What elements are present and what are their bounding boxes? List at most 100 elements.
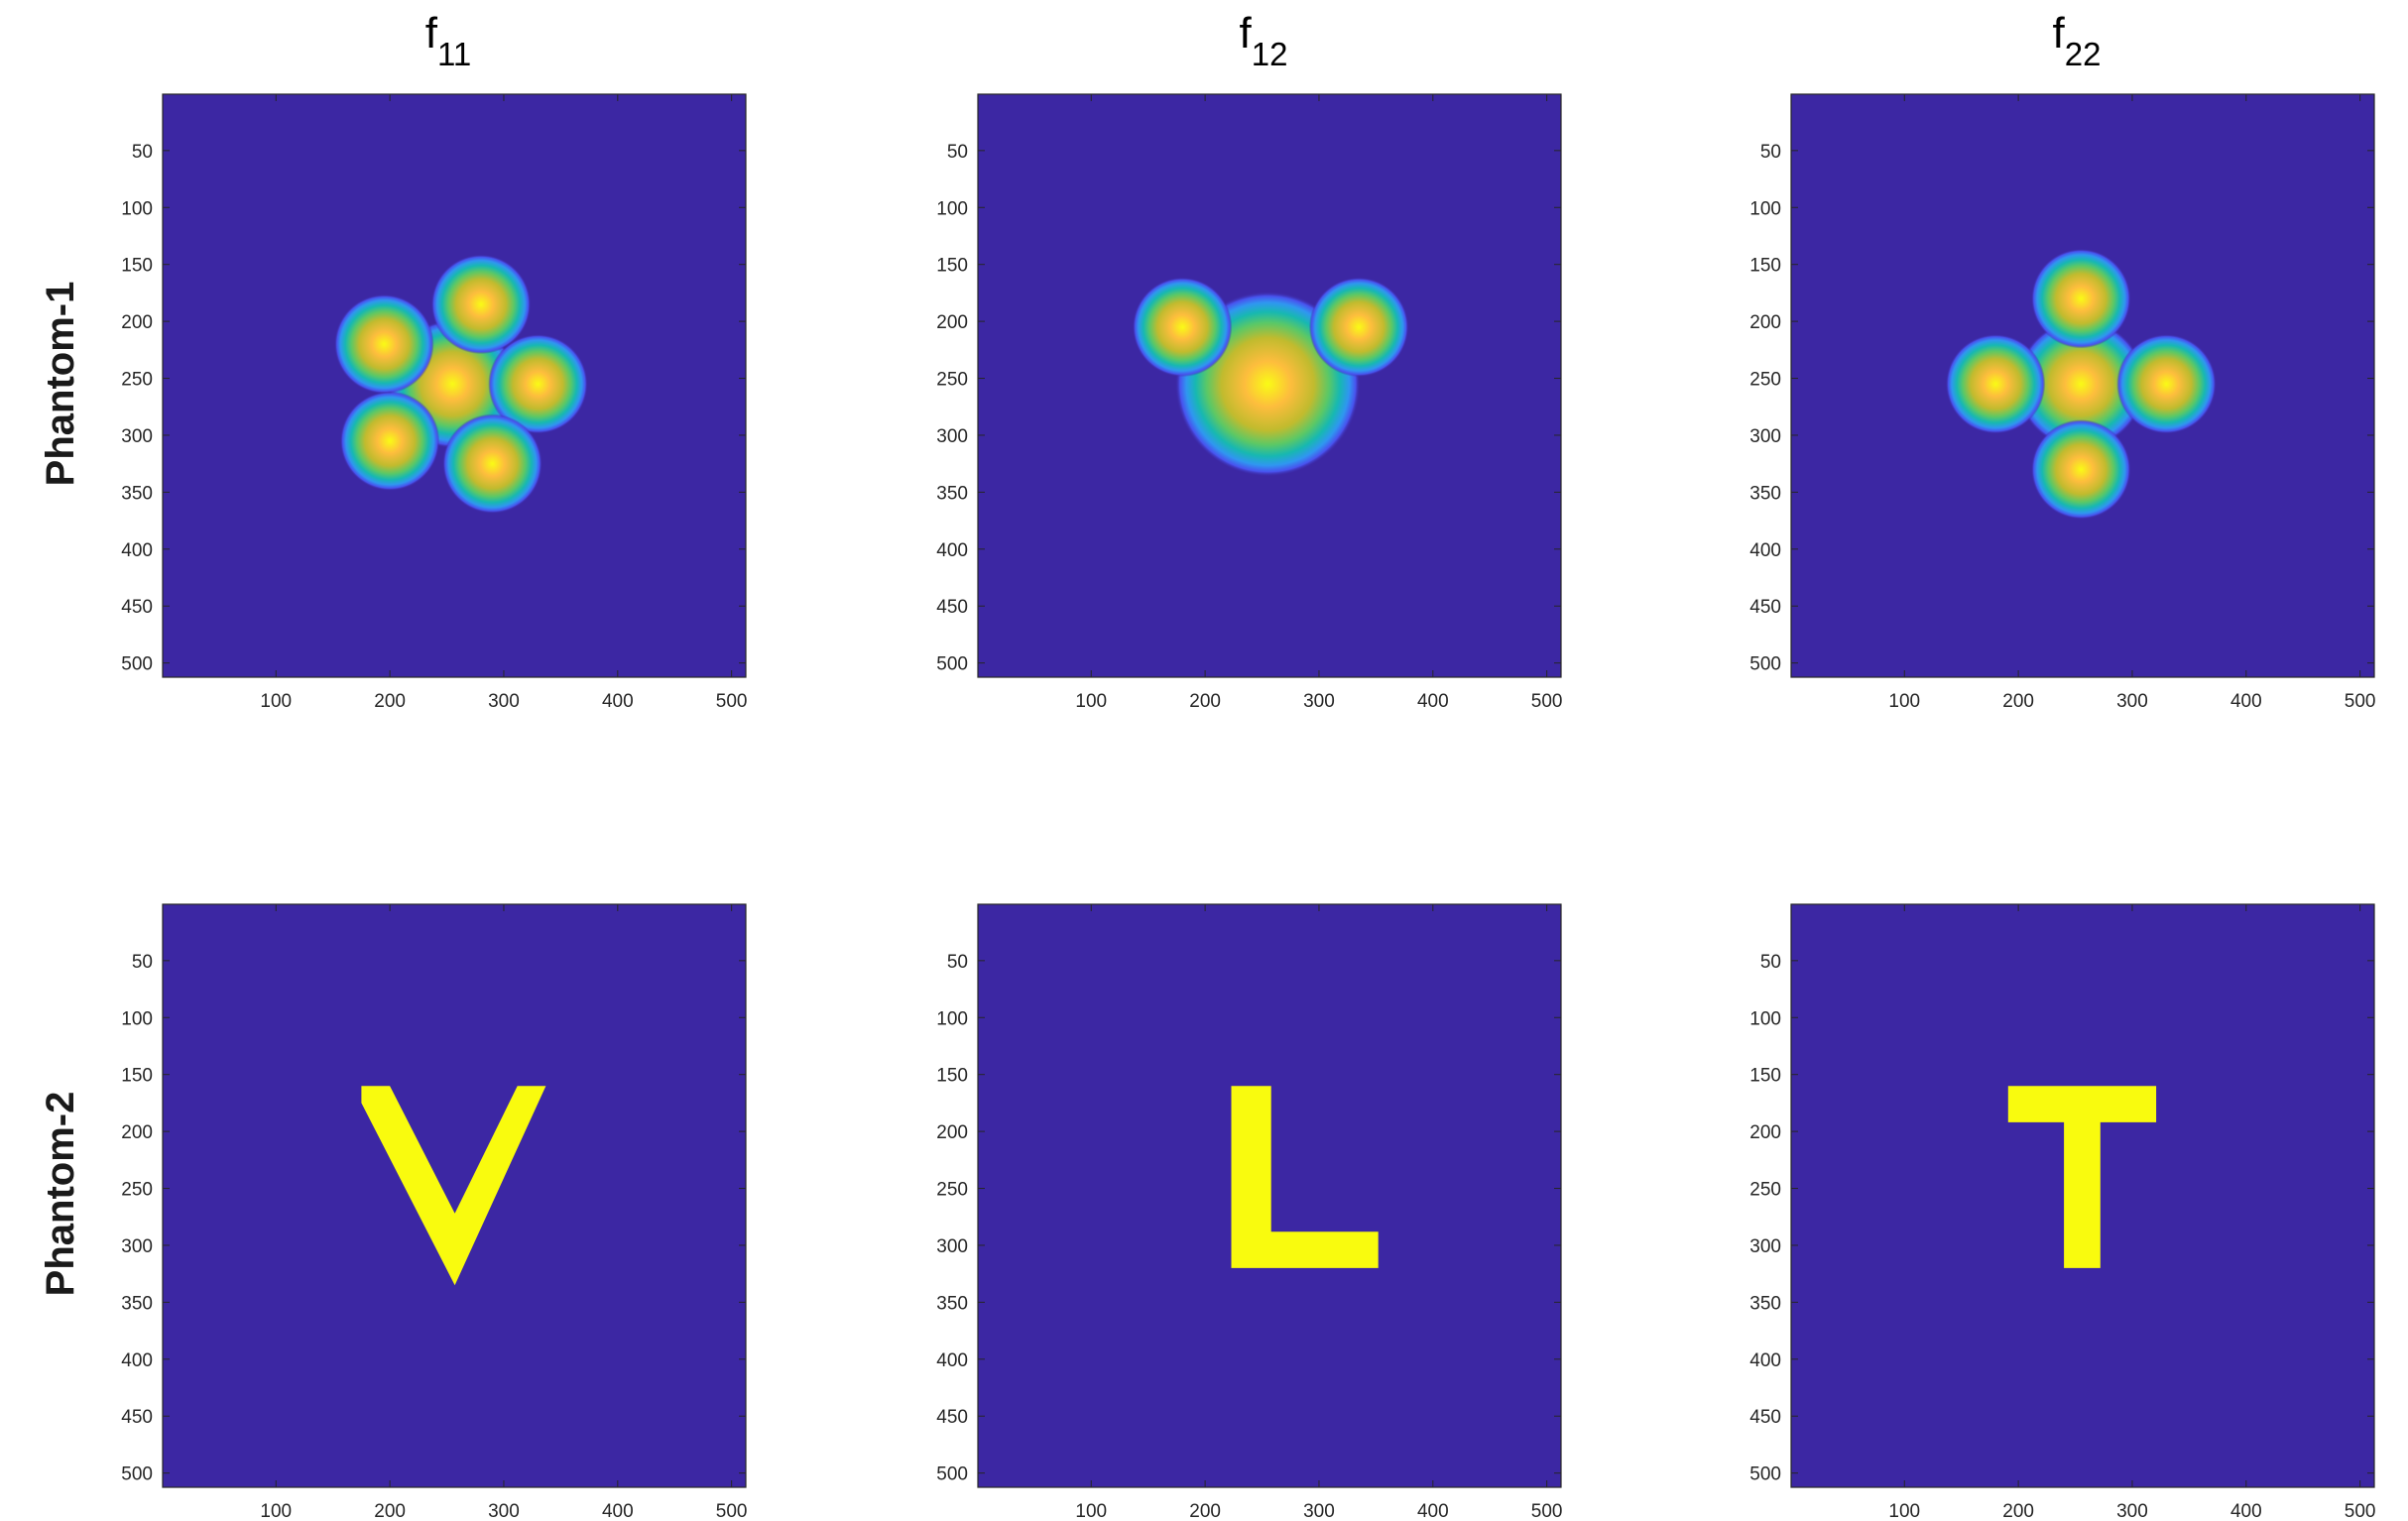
blob-1 (2031, 248, 2131, 349)
x-tick-label: 500 (1531, 691, 1563, 712)
y-tick-label: 500 (1749, 1464, 1781, 1485)
axes-box (162, 93, 747, 678)
x-tick-label: 100 (260, 1501, 292, 1521)
x-tick-label: 400 (2230, 1501, 2262, 1521)
y-tick-label: 350 (1749, 483, 1781, 504)
y-tick-label: 100 (1749, 1008, 1781, 1029)
y-tick-label: 250 (1749, 370, 1781, 391)
axes-box (977, 93, 1562, 678)
x-tick-label: 500 (2345, 1501, 2376, 1521)
y-tick-label: 150 (936, 256, 968, 277)
y-tick-label: 250 (121, 1180, 153, 1201)
y-tick-label: 100 (121, 1008, 153, 1029)
y-tick-label: 50 (947, 142, 968, 163)
row-label-phantom-1: Phantom-1 (39, 282, 82, 487)
column-title-subscript: 22 (2065, 36, 2102, 72)
panel-phantom-2-f22: 100 200 300 400 500 50 100 150 200 250 300 350 400 45… (1749, 903, 2376, 1521)
x-tick-label: 200 (374, 691, 406, 712)
x-tick-label: 400 (1417, 691, 1449, 712)
y-tick-label: 450 (936, 1407, 968, 1428)
x-tick-label: 300 (2116, 691, 2148, 712)
y-tick-label: 250 (1749, 1180, 1781, 1201)
y-tick-label: 350 (936, 1293, 968, 1314)
axes-box (162, 903, 747, 1488)
x-tick-label: 200 (1189, 1501, 1221, 1521)
y-tick-label: 100 (1749, 198, 1781, 219)
column-title-f11: f11 (425, 9, 472, 72)
y-tick-label: 50 (1760, 952, 1781, 973)
y-tick-label: 450 (1749, 1407, 1781, 1428)
letter-shape-T (2007, 1086, 2157, 1268)
y-tick-label: 50 (1760, 142, 1781, 163)
y-tick-label: 50 (132, 142, 153, 163)
y-tick-label: 450 (121, 597, 153, 618)
y-tick-label: 300 (936, 426, 968, 447)
y-tick-label: 500 (121, 654, 153, 675)
blob-5 (442, 413, 542, 514)
blob-1 (1132, 277, 1233, 378)
x-tick-label: 500 (716, 691, 748, 712)
panel-phantom-1-f11: 100 200 300 400 500 50 100 150 200 250 300 350 400 45… (121, 93, 748, 712)
y-tick-label: 150 (121, 1066, 153, 1087)
y-tick-label: 500 (936, 1464, 968, 1485)
panel-phantom-2-f11: 100 200 300 400 500 50 100 150 200 250 300 350 400 45… (121, 903, 747, 1521)
y-tick-label: 400 (121, 540, 153, 561)
y-tick-label: 100 (121, 198, 153, 219)
x-tick-label: 200 (374, 1501, 406, 1521)
y-tick-label: 350 (121, 483, 153, 504)
blob-3 (488, 334, 588, 434)
y-tick-label: 500 (936, 654, 968, 675)
axes-box (1790, 903, 2375, 1488)
x-tick-label: 100 (1888, 691, 1920, 712)
letter-shape-L (1231, 1086, 1379, 1268)
y-tick-label: 200 (1749, 1122, 1781, 1143)
column-title-base: f (425, 9, 438, 58)
y-tick-label: 400 (1749, 540, 1781, 561)
y-tick-label: 450 (121, 1407, 153, 1428)
y-tick-label: 200 (936, 1122, 968, 1143)
column-title-base: f (1240, 9, 1253, 58)
x-tick-label: 100 (1075, 691, 1107, 712)
panel-background (163, 904, 746, 1487)
blob-2 (1945, 334, 2046, 434)
x-tick-label: 100 (1075, 1501, 1107, 1521)
letter-shape-V (361, 1086, 546, 1286)
y-tick-label: 400 (1749, 1350, 1781, 1371)
y-tick-label: 500 (1749, 654, 1781, 675)
x-tick-label: 300 (2116, 1501, 2148, 1521)
panel-phantom-1-f12: 100 200 300 400 500 50 100 150 200 250 300 350 400 45… (936, 93, 1563, 712)
x-tick-label: 300 (1303, 1501, 1335, 1521)
row-label-phantom-2: Phantom-2 (39, 1092, 82, 1297)
y-tick-label: 100 (936, 198, 968, 219)
y-tick-label: 150 (121, 256, 153, 277)
x-tick-label: 300 (488, 691, 520, 712)
x-tick-label: 500 (1531, 1501, 1563, 1521)
panel-phantom-1-f22: 100 200 300 400 500 50 100 150 200 250 300 350 400 45… (1749, 93, 2375, 712)
y-tick-label: 300 (936, 1236, 968, 1257)
y-tick-label: 200 (936, 312, 968, 333)
blob-3 (2116, 334, 2217, 434)
blob-0 (2016, 319, 2145, 448)
y-tick-label: 400 (936, 540, 968, 561)
x-tick-label: 300 (1303, 691, 1335, 712)
x-tick-label: 300 (488, 1501, 520, 1521)
y-tick-label: 450 (1749, 597, 1781, 618)
y-tick-label: 50 (132, 952, 153, 973)
y-tick-label: 100 (936, 1008, 968, 1029)
y-tick-label: 50 (947, 952, 968, 973)
x-tick-label: 200 (2002, 691, 2034, 712)
y-tick-label: 300 (121, 1236, 153, 1257)
panel-phantom-2-f12: 100 200 300 400 500 50 100 150 200 250 300 350 400 45… (936, 903, 1563, 1521)
column-title-f12: f12 (1240, 9, 1288, 72)
y-tick-label: 200 (121, 1122, 153, 1143)
y-tick-label: 400 (936, 1350, 968, 1371)
x-tick-label: 100 (1888, 1501, 1920, 1521)
blob-2 (334, 293, 434, 395)
axes-box (977, 903, 1562, 1488)
y-tick-label: 150 (936, 1066, 968, 1087)
y-tick-label: 300 (1749, 426, 1781, 447)
y-tick-label: 350 (121, 1293, 153, 1314)
y-tick-label: 200 (121, 312, 153, 333)
